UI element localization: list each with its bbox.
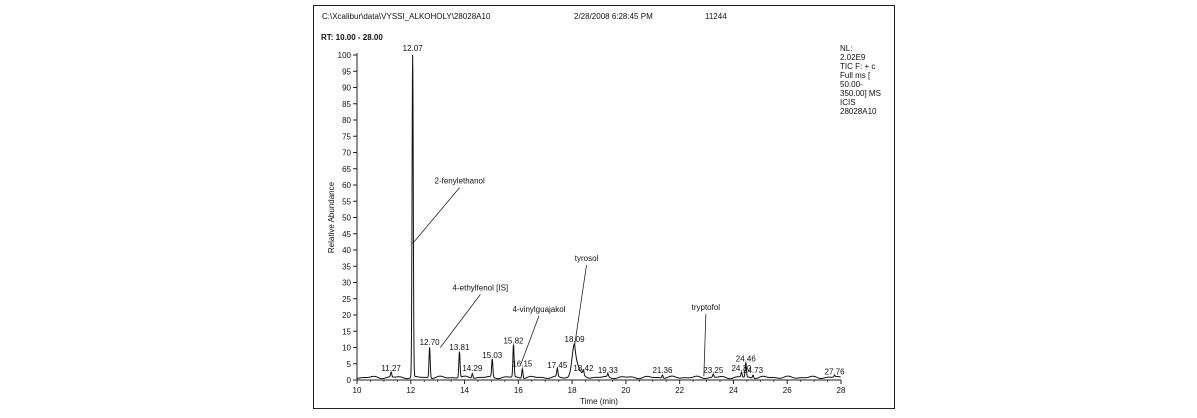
peak-label: 18.09 — [565, 335, 586, 344]
peak-label: 13.81 — [449, 343, 470, 352]
y-tick-label: 5 — [347, 360, 352, 369]
file-path: C:\Xcalibur\data\VYSSI_ALKOHOLY\28028A10 — [322, 12, 491, 21]
x-axis-label: Time (min) — [580, 397, 618, 406]
peak-label: 19.33 — [598, 366, 619, 375]
info-line: NL: — [840, 44, 853, 53]
peak-label: 12.07 — [403, 44, 424, 53]
y-tick-label: 50 — [342, 214, 351, 223]
peak-label: 15.82 — [503, 337, 524, 346]
annotation-leader — [412, 187, 460, 244]
y-tick-label: 20 — [342, 311, 351, 320]
x-tick-label: 10 — [353, 386, 362, 395]
y-tick-label: 10 — [342, 344, 351, 353]
scan-number: 11244 — [705, 12, 727, 21]
x-tick-label: 22 — [675, 386, 684, 395]
peak-label: 16.15 — [512, 359, 533, 368]
annotation-label: tyrosol — [575, 254, 599, 263]
y-tick-label: 65 — [342, 165, 351, 174]
peak-label: 21.36 — [652, 366, 673, 375]
y-tick-label: 45 — [342, 230, 351, 239]
y-tick-label: 60 — [342, 181, 351, 190]
x-tick-label: 16 — [514, 386, 523, 395]
x-tick-label: 20 — [621, 386, 630, 395]
x-tick-label: 12 — [406, 386, 415, 395]
annotation-leader — [703, 314, 707, 377]
info-line: Full ms [ — [840, 71, 871, 80]
y-tick-label: 35 — [342, 262, 351, 271]
y-tick-label: 95 — [342, 67, 351, 76]
info-line: TIC F: + c — [840, 62, 876, 71]
acquisition-datetime: 2/28/2008 6:28:45 PM — [574, 12, 653, 21]
peak-label: 12.70 — [420, 338, 441, 347]
peak-label: 17.45 — [547, 361, 568, 370]
x-tick-label: 28 — [837, 386, 846, 395]
info-line: 50.00- — [840, 80, 863, 89]
y-tick-label: 40 — [342, 246, 351, 255]
y-tick-label: 100 — [338, 51, 352, 60]
info-line: 350.00] MS — [840, 89, 881, 98]
peak-label: 14.29 — [462, 364, 483, 373]
tic-line — [357, 54, 841, 380]
y-tick-label: 70 — [342, 149, 351, 158]
compound-annotations: 2-fenylethanol 4-ethylfenol [IS] 4-vinylgu… — [412, 177, 721, 377]
info-line: 2.02E9 — [840, 53, 866, 62]
y-tick-label: 55 — [342, 197, 351, 206]
annotation-label: tryptofol — [692, 303, 721, 312]
x-tick-label: 26 — [783, 386, 792, 395]
y-tick-label: 75 — [342, 132, 351, 141]
peak-label: 24.30 — [731, 364, 752, 373]
peak-label: 24.73 — [743, 366, 764, 375]
peak-label: 24.46 — [736, 354, 757, 363]
tic-trace — [357, 54, 841, 380]
annotation-label: 4-vinylguajakol — [513, 305, 566, 314]
axes: 0 5 10 15 20 25 30 35 40 45 50 55 60 65 70 75 80 85 90 95 10… — [338, 51, 846, 395]
x-tick-label: 18 — [568, 386, 577, 395]
y-tick-label: 0 — [347, 376, 352, 385]
y-tick-label: 90 — [342, 84, 351, 93]
y-axis-label: Relative Abundance — [327, 181, 336, 253]
y-tick-label: 80 — [342, 116, 351, 125]
y-tick-label: 30 — [342, 279, 351, 288]
annotation-leader — [574, 264, 587, 346]
chromatogram-frame — [313, 5, 895, 409]
annotation-leader — [440, 294, 481, 348]
annotation-label: 2-fenylethanol — [435, 177, 485, 186]
info-box: NL: 2.02E9 TIC F: + c Full ms [ 50.00- 3… — [840, 44, 881, 116]
x-tick-label: 24 — [729, 386, 738, 395]
y-tick-label: 85 — [342, 100, 351, 109]
y-tick-label: 25 — [342, 295, 351, 304]
info-line: ICIS — [840, 98, 856, 107]
x-tick-label: 14 — [460, 386, 469, 395]
annotation-label: 4-ethylfenol [IS] — [453, 284, 509, 293]
peak-label: 18.42 — [573, 364, 594, 373]
peak-label: 15.03 — [482, 351, 503, 360]
info-line: 28028A10 — [840, 107, 877, 116]
peak-label: 23.25 — [703, 366, 724, 375]
peak-label: 11.27 — [381, 364, 401, 373]
y-tick-label: 15 — [342, 327, 351, 336]
rt-range: RT: 10.00 - 28.00 — [321, 33, 383, 42]
peak-label: 27.76 — [825, 367, 846, 376]
annotation-leader — [520, 315, 540, 364]
